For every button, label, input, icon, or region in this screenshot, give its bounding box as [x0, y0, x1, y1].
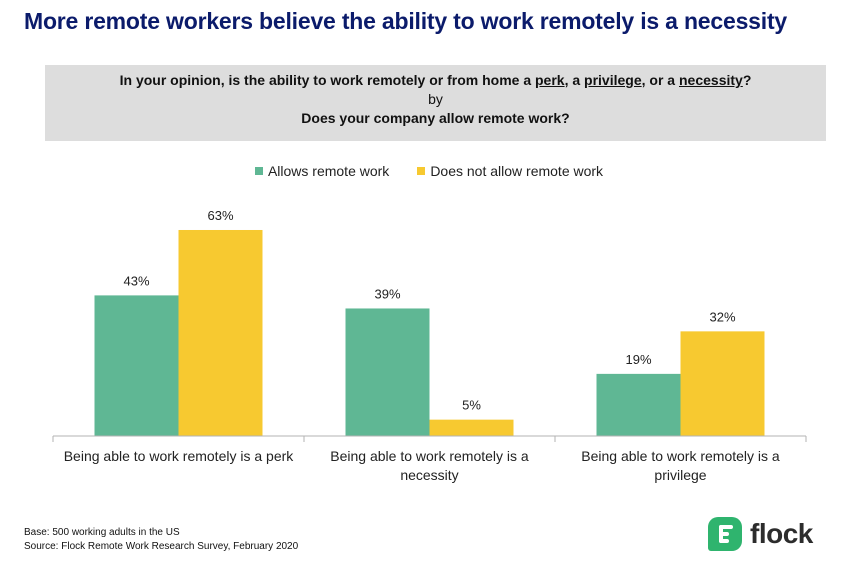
legend-label-allows: Allows remote work: [267, 163, 390, 179]
chart-title: More remote workers believe the ability …: [24, 8, 787, 34]
bar-not-allows-0: [178, 229, 263, 436]
data-label-not-allows-1: 5%: [462, 398, 481, 413]
question-line-1: In your opinion, is the ability to work …: [45, 71, 826, 90]
bar-not-allows-2: [680, 331, 765, 436]
category-label-1-line-1: necessity: [400, 467, 458, 483]
option-necessity: necessity: [679, 72, 743, 88]
bar-allows-1: [345, 308, 430, 436]
data-label-allows-1: 39%: [374, 286, 400, 301]
option-privilege: privilege: [584, 72, 642, 88]
question-line-2: Does your company allow remote work?: [301, 110, 570, 126]
option-perk: perk: [535, 72, 565, 88]
category-label-2-line-1: privilege: [654, 467, 706, 483]
question-prefix: In your opinion, is the ability to work …: [119, 72, 535, 88]
question-suffix: ?: [742, 72, 752, 88]
question-sep-1: , a: [564, 72, 585, 88]
footnote-source: Source: Flock Remote Work Research Surve…: [24, 541, 299, 552]
footnote-base: Base: 500 working adults in the US: [24, 527, 180, 538]
data-label-not-allows-0: 63%: [207, 208, 233, 223]
question-box: In your opinion, is the ability to work …: [45, 65, 826, 141]
legend-swatch-allows: [254, 167, 263, 175]
legend-item-not-allows: Does not allow remote work: [417, 163, 603, 179]
legend: Allows remote work Does not allow remote…: [0, 163, 858, 179]
data-label-allows-2: 19%: [625, 352, 651, 367]
data-label-allows-0: 43%: [123, 273, 149, 288]
legend-swatch-not-allows: [417, 167, 426, 175]
data-label-not-allows-2: 32%: [709, 309, 735, 324]
flock-logo: flock: [708, 517, 813, 551]
question-by: by: [428, 91, 443, 107]
flock-logo-text: flock: [750, 518, 813, 549]
question-sep-2: , or a: [641, 72, 679, 88]
legend-label-not-allows: Does not allow remote work: [430, 163, 604, 179]
bar-not-allows-1: [429, 419, 514, 436]
legend-item-allows: Allows remote work: [254, 163, 390, 179]
flock-logo-icon: [708, 517, 742, 551]
category-label-0-line-0: Being able to work remotely is a perk: [64, 448, 295, 464]
bar-allows-0: [94, 295, 179, 436]
category-label-2-line-0: Being able to work remotely is a: [581, 448, 780, 464]
bar-allows-2: [596, 373, 681, 436]
category-label-1-line-0: Being able to work remotely is a: [330, 448, 529, 464]
